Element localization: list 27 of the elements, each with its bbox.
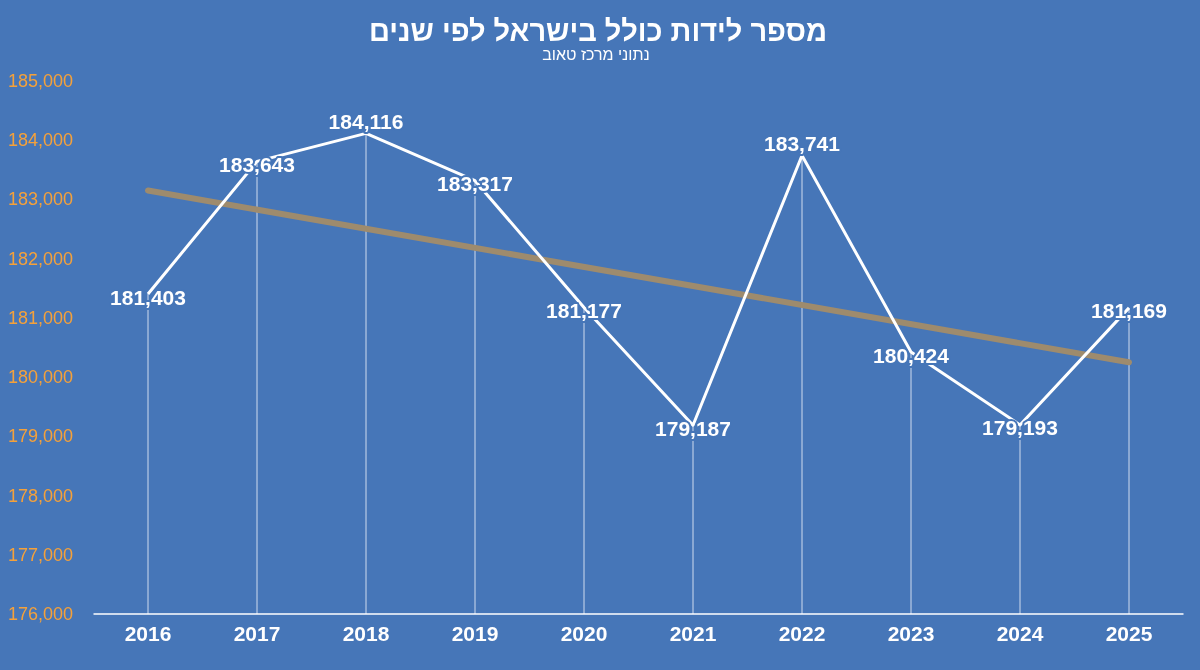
x-tick-label: 2017 bbox=[233, 621, 281, 645]
y-tick-label: 182,000 bbox=[7, 248, 73, 269]
x-tick-label: 2022 bbox=[778, 621, 826, 645]
x-tick-label: 2021 bbox=[669, 621, 717, 645]
chart-title: מספר לידות כולל בישראל לפי שנים bbox=[368, 15, 828, 47]
y-tick-label: 181,000 bbox=[7, 307, 73, 328]
data-label: 181,403 bbox=[110, 285, 186, 309]
y-tick-label: 184,000 bbox=[7, 130, 73, 151]
x-tick-label: 2023 bbox=[887, 621, 935, 645]
y-tick-label: 176,000 bbox=[7, 604, 73, 624]
x-tick-label: 2025 bbox=[1105, 621, 1153, 645]
x-tick-label: 2024 bbox=[996, 621, 1044, 645]
y-tick-label: 178,000 bbox=[7, 485, 73, 506]
x-tick-label: 2018 bbox=[342, 621, 390, 645]
data-label: 179,193 bbox=[982, 416, 1058, 440]
x-tick-label: 2016 bbox=[124, 621, 172, 645]
y-tick-label: 180,000 bbox=[7, 367, 73, 388]
data-label: 179,187 bbox=[655, 416, 731, 440]
x-tick-label: 2019 bbox=[451, 621, 499, 645]
data-label: 184,116 bbox=[328, 109, 404, 133]
chart-subtitle: נתוני מרכז טאוב bbox=[542, 45, 650, 63]
data-label: 183,741 bbox=[764, 132, 841, 156]
y-tick-label: 185,000 bbox=[7, 71, 73, 91]
x-tick-label: 2020 bbox=[560, 621, 608, 645]
y-tick-label: 183,000 bbox=[7, 189, 73, 210]
y-tick-label: 179,000 bbox=[7, 426, 73, 447]
y-tick-label: 177,000 bbox=[7, 544, 73, 565]
